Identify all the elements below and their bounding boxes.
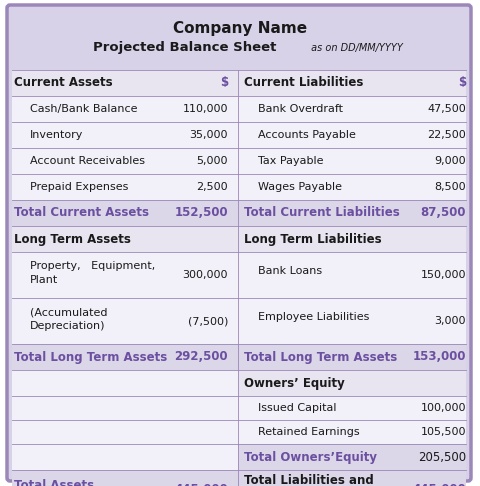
Text: Prepaid Expenses: Prepaid Expenses (30, 182, 128, 192)
FancyBboxPatch shape (12, 122, 466, 148)
Text: 100,000: 100,000 (420, 403, 466, 413)
FancyBboxPatch shape (12, 298, 466, 344)
FancyBboxPatch shape (12, 10, 466, 66)
FancyBboxPatch shape (12, 470, 466, 486)
Text: Bank Overdraft: Bank Overdraft (258, 104, 343, 114)
FancyBboxPatch shape (12, 174, 466, 200)
Text: 8,500: 8,500 (434, 182, 466, 192)
Text: 205,500: 205,500 (418, 451, 466, 464)
Text: $: $ (220, 76, 228, 89)
FancyBboxPatch shape (12, 420, 238, 444)
Text: (Accumulated
Depreciation): (Accumulated Depreciation) (30, 308, 108, 330)
Text: Account Receivables: Account Receivables (30, 156, 145, 166)
Text: as on DD/MM/YYYY: as on DD/MM/YYYY (308, 43, 403, 53)
Text: 47,500: 47,500 (427, 104, 466, 114)
Text: Projected Balance Sheet: Projected Balance Sheet (93, 41, 276, 54)
Text: Cash/Bank Balance: Cash/Bank Balance (30, 104, 137, 114)
Text: Total Long Term Assets: Total Long Term Assets (244, 350, 397, 364)
FancyBboxPatch shape (12, 396, 238, 420)
FancyBboxPatch shape (12, 226, 466, 252)
FancyBboxPatch shape (12, 96, 466, 122)
Text: Company Name: Company Name (173, 21, 307, 36)
Text: Inventory: Inventory (30, 130, 84, 140)
Text: Total Current Liabilities: Total Current Liabilities (244, 207, 400, 220)
Text: $: $ (458, 76, 466, 89)
Text: 445,000: 445,000 (412, 483, 466, 486)
Text: Total Owners’Equity: Total Owners’Equity (244, 451, 377, 464)
Text: 22,500: 22,500 (427, 130, 466, 140)
Text: Wages Payable: Wages Payable (258, 182, 342, 192)
Text: 150,000: 150,000 (420, 270, 466, 280)
FancyBboxPatch shape (12, 344, 466, 370)
Text: 5,000: 5,000 (196, 156, 228, 166)
Text: Owners’ Equity: Owners’ Equity (244, 377, 345, 389)
Text: Total Liabilities and
Owners Equity: Total Liabilities and Owners Equity (244, 474, 374, 486)
Text: Long Term Assets: Long Term Assets (14, 232, 131, 245)
Text: (7,500): (7,500) (188, 316, 228, 326)
Text: Employee Liabilities: Employee Liabilities (258, 312, 370, 322)
Text: Total Assets: Total Assets (14, 479, 94, 486)
Text: 110,000: 110,000 (182, 104, 228, 114)
Text: Accounts Payable: Accounts Payable (258, 130, 356, 140)
FancyBboxPatch shape (238, 396, 466, 420)
FancyBboxPatch shape (238, 370, 466, 396)
Text: 292,500: 292,500 (174, 350, 228, 364)
Text: Current Assets: Current Assets (14, 76, 113, 89)
FancyBboxPatch shape (12, 148, 466, 174)
Text: 300,000: 300,000 (182, 270, 228, 280)
FancyBboxPatch shape (12, 252, 466, 298)
Text: 152,500: 152,500 (174, 207, 228, 220)
FancyBboxPatch shape (7, 5, 471, 481)
Text: Retained Earnings: Retained Earnings (258, 427, 360, 437)
FancyBboxPatch shape (238, 444, 466, 470)
Text: Bank Loans: Bank Loans (258, 266, 322, 276)
Text: 3,000: 3,000 (434, 316, 466, 326)
Text: 35,000: 35,000 (190, 130, 228, 140)
Text: 153,000: 153,000 (412, 350, 466, 364)
Text: 9,000: 9,000 (434, 156, 466, 166)
Text: 87,500: 87,500 (420, 207, 466, 220)
FancyBboxPatch shape (12, 200, 466, 226)
Text: Property,   Equipment,
Plant: Property, Equipment, Plant (30, 261, 155, 285)
Text: Current Liabilities: Current Liabilities (244, 76, 363, 89)
Text: Total Long Term Assets: Total Long Term Assets (14, 350, 167, 364)
FancyBboxPatch shape (12, 444, 238, 470)
Text: Tax Payable: Tax Payable (258, 156, 324, 166)
FancyBboxPatch shape (238, 420, 466, 444)
FancyBboxPatch shape (12, 70, 466, 96)
Text: Issued Capital: Issued Capital (258, 403, 336, 413)
FancyBboxPatch shape (12, 370, 238, 396)
Text: 105,500: 105,500 (420, 427, 466, 437)
FancyBboxPatch shape (12, 70, 466, 476)
Text: 445,000: 445,000 (174, 483, 228, 486)
Text: Total Current Assets: Total Current Assets (14, 207, 149, 220)
Text: Long Term Liabilities: Long Term Liabilities (244, 232, 382, 245)
Text: 2,500: 2,500 (196, 182, 228, 192)
